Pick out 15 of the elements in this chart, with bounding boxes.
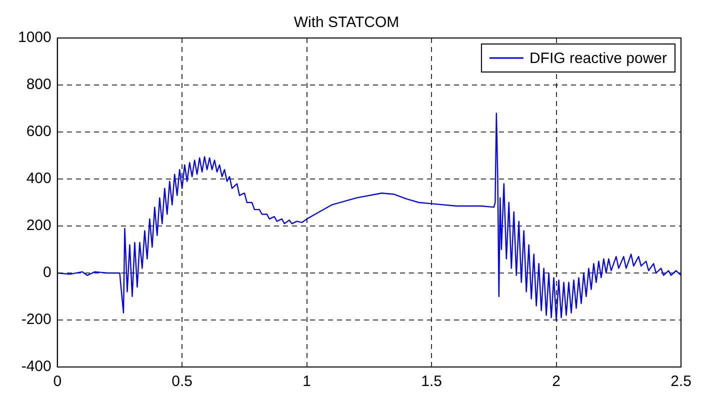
y-tick-label: 600: [26, 123, 52, 140]
x-tick-label: 2: [552, 373, 560, 390]
y-tick-label: -400: [21, 358, 52, 376]
chart-title: With STATCOM: [294, 14, 400, 32]
y-tick-label: 1000: [18, 29, 52, 46]
y-tick-label: 0: [43, 264, 52, 282]
y-tick-label: -200: [21, 311, 52, 328]
y-tick-label: 400: [26, 170, 52, 188]
legend-label: DFIG reactive power: [529, 50, 668, 68]
x-tick-label: 1.5: [421, 373, 442, 390]
x-tick-label: 0.5: [172, 373, 193, 390]
x-tick-label: 1: [302, 373, 311, 390]
y-tick-label: 200: [26, 217, 52, 234]
y-tick-label: 800: [26, 76, 52, 94]
x-tick-label: 2.5: [670, 373, 692, 390]
